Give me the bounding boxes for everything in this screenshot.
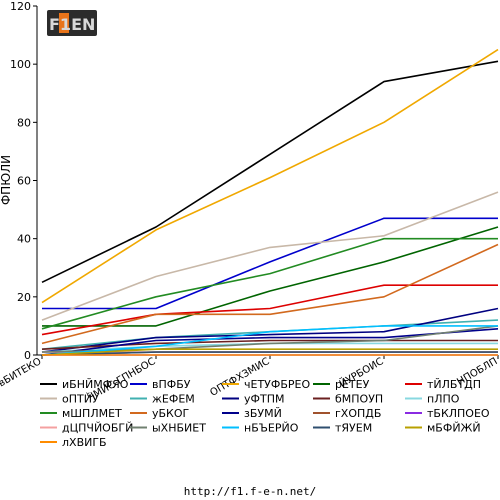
series-line bbox=[41, 191, 499, 321]
legend-label: тБКЛПОЕО bbox=[427, 407, 490, 420]
y-axis-title: ФПЮЛИ bbox=[0, 155, 13, 205]
y-tick-label: 100 bbox=[10, 58, 31, 71]
legend-label: тЙЛБТДП bbox=[427, 378, 481, 391]
legend-label: вПФБУ bbox=[152, 378, 191, 391]
series-line bbox=[41, 307, 499, 353]
series-line bbox=[41, 243, 499, 345]
series-line bbox=[41, 237, 498, 330]
legend-label: ыХНБИЕТ bbox=[152, 422, 206, 435]
series-line bbox=[41, 284, 498, 336]
series-line bbox=[41, 328, 499, 356]
legend-label: гХОПДБ bbox=[335, 407, 381, 420]
legend-label: жЕФЕМ bbox=[152, 393, 195, 406]
legend-label: лХВИГБ bbox=[62, 436, 107, 449]
y-tick-label: 80 bbox=[17, 116, 31, 129]
legend-label: чЕТУФБРЕО bbox=[244, 378, 310, 391]
series-line bbox=[41, 325, 499, 353]
legend-label: пЛПО bbox=[427, 393, 460, 406]
y-tick-label: 60 bbox=[17, 175, 31, 188]
legend-label: зБУМЙ bbox=[244, 407, 282, 420]
series-line bbox=[41, 60, 499, 284]
legend-label: иБНЙМФЯО bbox=[62, 378, 129, 391]
y-tick-label: 20 bbox=[17, 291, 31, 304]
series-line bbox=[41, 325, 498, 356]
legend-label: рЕТЕУ bbox=[335, 378, 370, 391]
legend-label: нБЪЕРЙО bbox=[244, 422, 299, 435]
series-line bbox=[42, 217, 498, 310]
legend-label: уФТПМ bbox=[244, 393, 284, 406]
y-ticks: 0 20 40 60 80 100 120 bbox=[10, 0, 37, 362]
legend-label: тЯУЕМ bbox=[335, 422, 372, 435]
f1en-logo: F1EN bbox=[47, 10, 97, 36]
site-url[interactable]: http://f1.f-e-n.net/ bbox=[184, 485, 316, 498]
series-line bbox=[41, 351, 498, 356]
series-lines bbox=[41, 48, 499, 356]
legend-label: мШПЛМЕТ bbox=[62, 407, 122, 420]
legend-label: дЦПЧЙОБГЙ bbox=[62, 422, 133, 435]
y-tick-label: 40 bbox=[17, 233, 31, 246]
y-tick-label: 120 bbox=[10, 0, 31, 13]
legend-label: уБКОГ bbox=[152, 407, 190, 420]
series-line bbox=[42, 226, 499, 327]
y-tick-label: 0 bbox=[24, 349, 31, 362]
logo-text: F1EN bbox=[49, 15, 95, 34]
legend-label: оПТЙУ bbox=[62, 393, 99, 406]
legend: иБНЙМФЯО вПФБУ чЕТУФБРЕО рЕТЕУ тЙЛБТДП оПТЙУ ж… bbox=[40, 378, 490, 449]
logo-accent bbox=[59, 13, 69, 33]
legend-label: мБФЙЖЙ bbox=[427, 422, 481, 435]
legend-label: бМПОУП bbox=[335, 393, 383, 406]
series-line bbox=[41, 348, 498, 356]
series-line bbox=[41, 48, 499, 304]
